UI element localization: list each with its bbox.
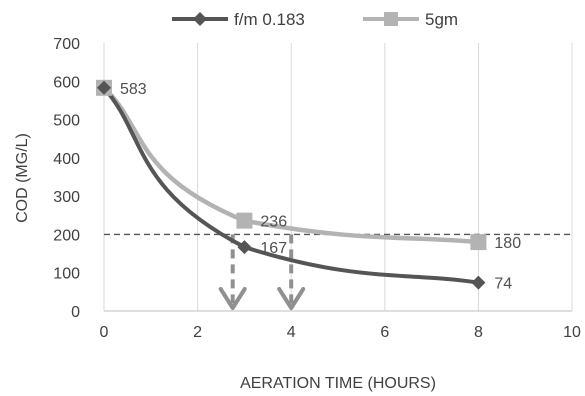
y-tick-label: 0	[71, 304, 80, 321]
x-tick-label: 0	[100, 324, 109, 341]
x-tick-label: 8	[474, 324, 483, 341]
x-tick-label: 10	[563, 324, 581, 341]
legend-item-2: 5gm	[363, 10, 458, 29]
arrow-head	[218, 287, 247, 310]
legend-label: f/m 0.183	[234, 10, 305, 29]
data-point-square	[236, 212, 253, 229]
arrow-head	[277, 287, 306, 310]
arrow-2	[277, 234, 306, 310]
data-label: 167	[260, 240, 287, 257]
data-point-diamond	[97, 80, 111, 95]
data-point-diamond	[237, 240, 252, 255]
y-tick-label: 400	[53, 151, 80, 168]
y-tick-label: 500	[53, 113, 80, 130]
arrow-1	[218, 234, 247, 310]
grid	[197, 43, 573, 311]
x-tick-label: 2	[193, 324, 202, 341]
y-tick-label: 700	[53, 36, 80, 53]
series-group	[96, 79, 487, 290]
data-point-diamond	[471, 275, 486, 290]
data-labels-group: 583 236 180 167 74	[120, 81, 521, 293]
data-label: 583	[120, 81, 147, 98]
y-tick-label: 600	[53, 74, 80, 91]
data-label: 236	[260, 214, 287, 231]
arrows-group	[218, 234, 306, 310]
legend-swatch-marker	[193, 12, 207, 26]
legend-item-1: f/m 0.183	[172, 10, 305, 29]
legend-label: 5gm	[425, 10, 458, 29]
y-tick-label: 100	[53, 266, 80, 283]
legend-swatch-marker	[384, 12, 398, 26]
x-tick-label: 4	[287, 324, 296, 341]
legend: f/m 0.183 5gm	[172, 10, 458, 29]
data-point-square	[470, 234, 487, 251]
x-tick-label: 6	[380, 324, 389, 341]
x-axis-title: AERATION TIME (HOURS)	[240, 375, 436, 392]
y-tick-label: 300	[53, 189, 80, 206]
y-tick-label: 200	[53, 227, 80, 244]
y-axis-title: COD (MG/L)	[14, 133, 31, 223]
data-label: 180	[494, 235, 521, 252]
data-label: 74	[494, 276, 512, 293]
